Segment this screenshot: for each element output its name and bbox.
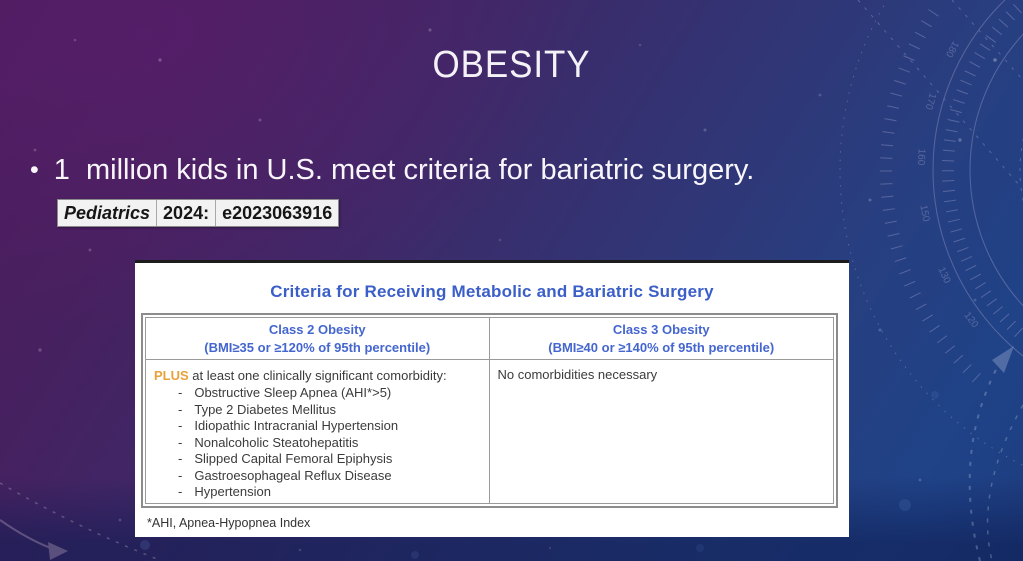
class3-text: No comorbidities necessary	[497, 367, 658, 382]
list-item: - Type 2 Diabetes Mellitus	[154, 402, 481, 419]
column-header-class2-criteria: (BMI≥35 or ≥120% of 95th percentile)	[204, 339, 431, 355]
criteria-table-grid: Class 2 Obesity (BMI≥35 or ≥120% of 95th…	[145, 317, 834, 504]
list-item: - Slipped Capital Femoral Epiphysis	[154, 451, 481, 468]
list-item: - Hypertension	[154, 484, 481, 501]
list-item: - Idiopathic Intracranial Hypertension	[154, 418, 481, 435]
plus-highlight: PLUS	[154, 368, 189, 383]
list-item-text: Nonalcoholic Steatohepatitis	[194, 434, 359, 450]
criteria-figure: Criteria for Receiving Metabolic and Bar…	[135, 260, 849, 537]
page-title: OBESITY	[432, 44, 591, 86]
bullet-marker: •	[30, 156, 39, 184]
citation-year: 2024:	[156, 200, 215, 226]
list-marker: -	[178, 385, 183, 400]
list-item: - Nonalcoholic Steatohepatitis	[154, 435, 481, 452]
list-marker: -	[178, 451, 183, 466]
criteria-table: Class 2 Obesity (BMI≥35 or ≥120% of 95th…	[141, 313, 838, 508]
list-marker: -	[178, 401, 183, 417]
class2-criteria-cell: PLUS at least one clinically significant…	[146, 360, 490, 503]
list-item: - Gastroesophageal Reflux Disease	[154, 468, 481, 485]
column-header-class3: Class 3 Obesity (BMI≥40 or ≥140% of 95th…	[489, 318, 833, 360]
list-item-text: Type 2 Diabetes Mellitus	[194, 401, 336, 417]
class2-lead-text: at least one clinically significant como…	[188, 368, 447, 383]
citation: Pediatrics 2024: e2023063916	[57, 199, 340, 227]
figure-footnote: *AHI, Apnea-Hypopnea Index	[147, 516, 311, 530]
column-header-class3-criteria: (BMI≥40 or ≥140% of 95th percentile)	[548, 339, 775, 355]
class2-lead: PLUS at least one clinically significant…	[154, 367, 481, 384]
class3-criteria-cell: No comorbidities necessary	[490, 360, 834, 503]
list-marker: -	[178, 484, 183, 499]
list-item: - Obstructive Sleep Apnea (AHI*>5)	[154, 385, 481, 402]
column-header-class2-name: Class 2 Obesity	[268, 322, 366, 338]
list-item-text: Gastroesophageal Reflux Disease	[194, 467, 392, 483]
bullet-item: • 1 million kids in U.S. meet criteria f…	[30, 150, 754, 190]
column-header-class2: Class 2 Obesity (BMI≥35 or ≥120% of 95th…	[146, 318, 490, 360]
list-marker: -	[178, 434, 183, 450]
list-item-text: Hypertension	[194, 484, 271, 499]
list-item-text: Obstructive Sleep Apnea (AHI*>5)	[194, 385, 392, 400]
list-item-text: Idiopathic Intracranial Hypertension	[194, 418, 399, 433]
bullet-text: 1 million kids in U.S. meet criteria for…	[53, 154, 755, 186]
column-header-class3-name: Class 3 Obesity	[612, 322, 710, 338]
list-item-text: Slipped Capital Femoral Epiphysis	[194, 451, 393, 466]
list-marker: -	[178, 418, 183, 433]
citation-journal: Pediatrics	[64, 203, 151, 223]
citation-article-id: e2023063916	[215, 200, 338, 226]
figure-title: Criteria for Receiving Metabolic and Bar…	[270, 282, 714, 301]
list-marker: -	[178, 467, 183, 483]
